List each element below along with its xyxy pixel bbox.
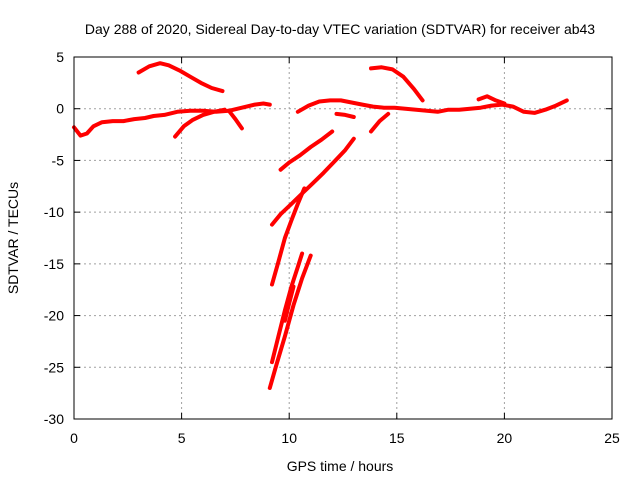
series-trace-8 bbox=[476, 94, 507, 106]
y-tick-label: -20 bbox=[44, 308, 64, 324]
series-trace-12 bbox=[270, 251, 305, 365]
x-tick-label: 5 bbox=[178, 430, 186, 446]
x-tick-label: 20 bbox=[497, 430, 513, 446]
series-trace-2 bbox=[173, 107, 227, 139]
y-axis-label: SDTVAR / TECUs bbox=[5, 182, 21, 294]
series-trace-7 bbox=[369, 65, 425, 103]
x-axis-label: GPS time / hours bbox=[287, 458, 394, 474]
plot-frame bbox=[73, 56, 613, 420]
grid-layer bbox=[74, 57, 612, 419]
series-trace-5 bbox=[334, 111, 356, 119]
y-tick-label: -10 bbox=[44, 204, 64, 220]
y-tick-label: 0 bbox=[56, 101, 64, 117]
series-layer bbox=[72, 61, 569, 390]
x-tick-label: 10 bbox=[281, 430, 297, 446]
y-tick-label: -5 bbox=[52, 152, 65, 168]
series-trace-9 bbox=[278, 129, 335, 172]
series-trace-6 bbox=[369, 111, 391, 134]
series-trace-13 bbox=[267, 253, 313, 390]
y-tick-label: -15 bbox=[44, 256, 64, 272]
y-tick-label: -30 bbox=[44, 411, 64, 427]
tick-layer: 0 5 10 15 20 25 -30 -25 -20 -15 -10 -5 0 5 bbox=[44, 49, 620, 446]
chart-title: Day 288 of 2020, Sidereal Day-to-day VTE… bbox=[85, 21, 595, 37]
series-trace-4 bbox=[295, 98, 569, 115]
series-trace-1 bbox=[136, 61, 225, 94]
y-tick-label: 5 bbox=[56, 49, 64, 65]
x-tick-label: 0 bbox=[70, 430, 78, 446]
series-trace-0 bbox=[72, 101, 272, 138]
series-trace-3 bbox=[226, 108, 244, 131]
series-trace-11 bbox=[270, 186, 307, 287]
y-tick-label: -25 bbox=[44, 359, 64, 375]
series-trace-10 bbox=[270, 136, 356, 227]
x-tick-label: 15 bbox=[389, 430, 405, 446]
x-tick-label: 25 bbox=[604, 430, 620, 446]
series-trace-14 bbox=[282, 284, 296, 323]
